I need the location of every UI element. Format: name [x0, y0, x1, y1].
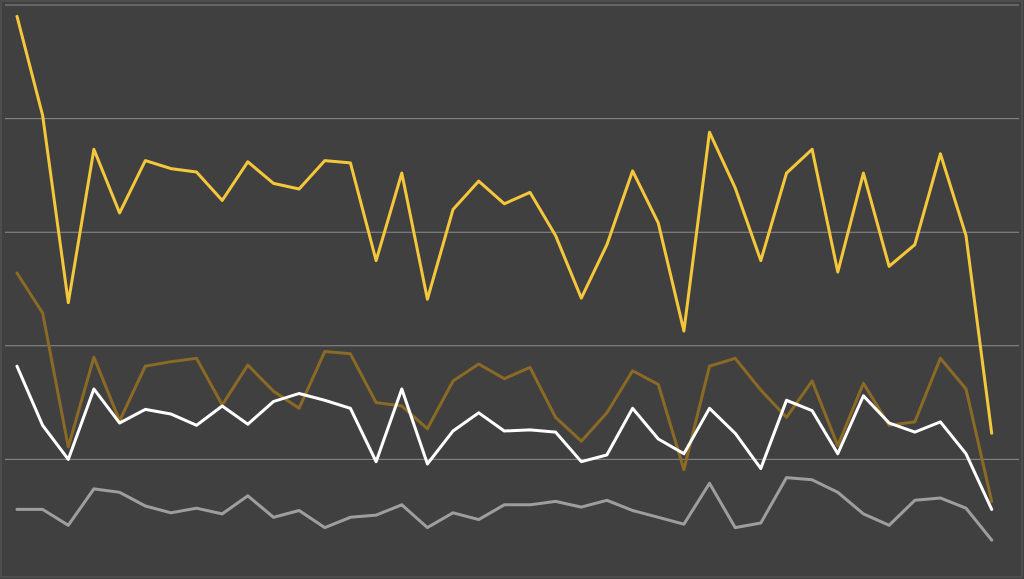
- series-line-3: [15, 364, 994, 511]
- series-line-2: [15, 271, 994, 503]
- series-line-1: [15, 14, 994, 435]
- series-line-4: [15, 476, 994, 542]
- series-lines: [15, 14, 994, 542]
- gridlines: [5, 4, 1019, 460]
